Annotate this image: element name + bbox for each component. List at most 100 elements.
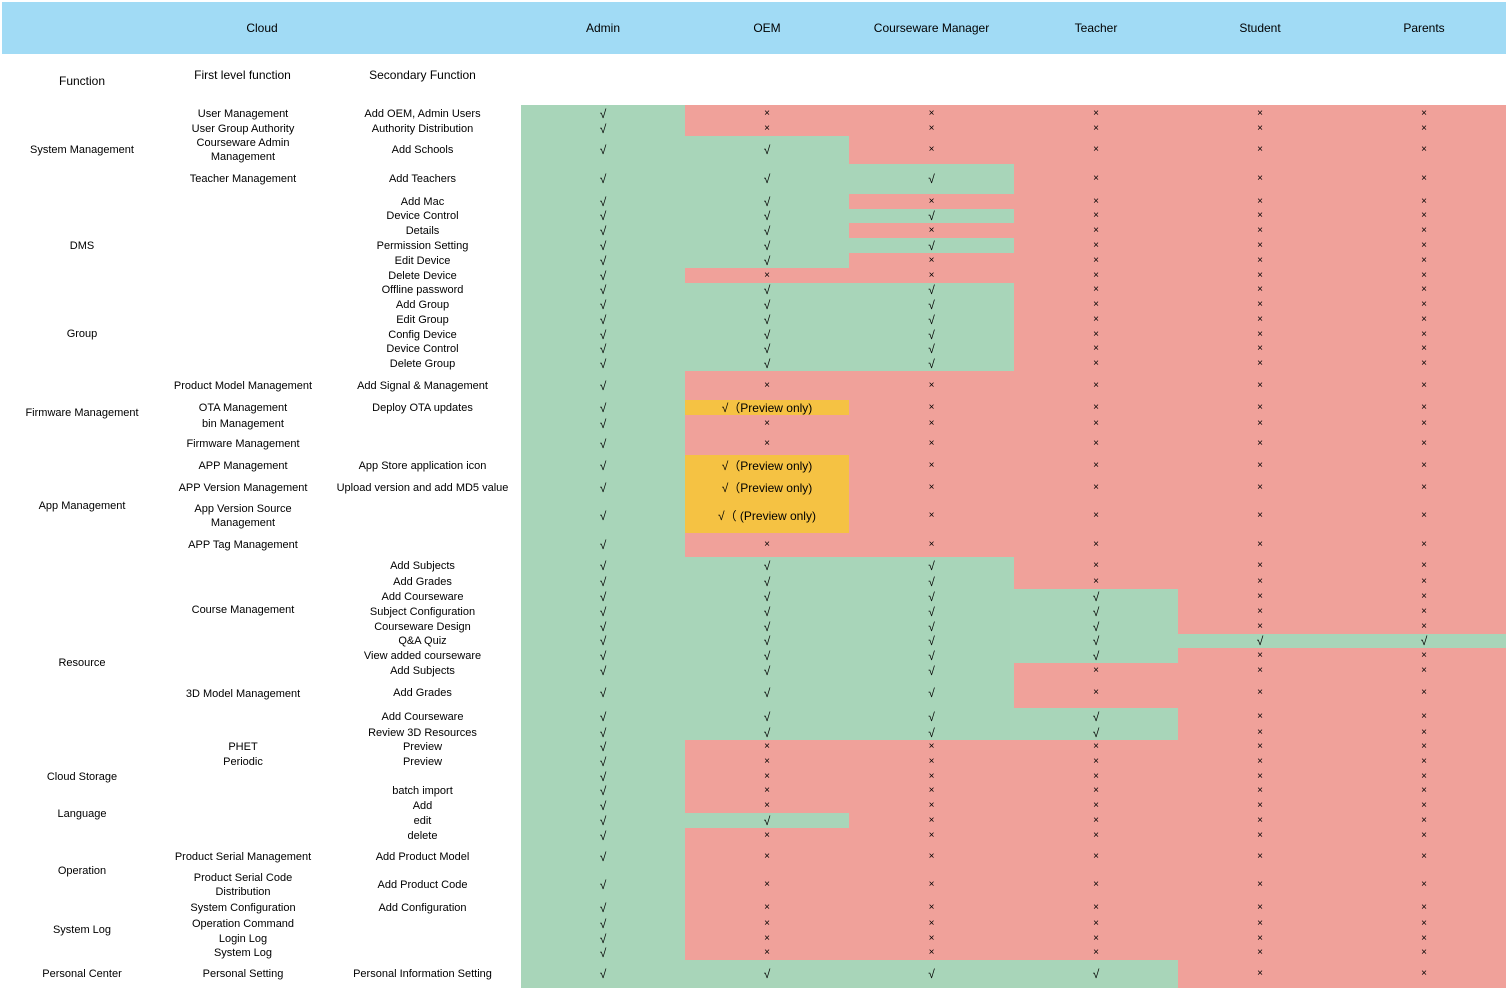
first-level-label: Product Serial Code Distribution — [193, 872, 293, 898]
permission-cell: × — [1178, 960, 1342, 988]
permission-cell: × — [1178, 557, 1342, 574]
permission-cell: × — [1342, 725, 1506, 740]
first-level-label: User Group Authority — [191, 123, 295, 135]
permission-cell: √ — [521, 136, 685, 164]
secondary-function-label: App Store application icon — [358, 460, 487, 472]
permission-cell: √ — [685, 663, 849, 678]
permission-cell: × — [1178, 415, 1342, 433]
first-level-label: Firmware Management — [186, 438, 300, 450]
category-label: DMS — [69, 239, 95, 252]
permission-cell: × — [1342, 828, 1506, 843]
permission-cell: √ — [521, 798, 685, 813]
permission-cell: × — [1342, 312, 1506, 327]
permission-cell: × — [1178, 725, 1342, 740]
permission-cell: × — [1014, 415, 1178, 433]
permission-cell: × — [1342, 342, 1506, 356]
permission-cell: × — [685, 916, 849, 931]
secondary-function-label: Personal Information Setting — [353, 968, 492, 980]
permission-cell: √ — [685, 312, 849, 327]
secondary-function-label: Subject Configuration — [369, 605, 476, 618]
permission-cell: × — [1178, 769, 1342, 784]
permission-cell: × — [1342, 740, 1506, 754]
permission-cell: × — [1342, 477, 1506, 499]
permission-cell: × — [849, 105, 1014, 122]
permission-cell: √ — [685, 708, 849, 725]
permission-cell: × — [685, 931, 849, 946]
secondary-function-label: Add Teachers — [388, 173, 457, 185]
permission-cell: × — [1178, 194, 1342, 209]
permission-cell: × — [1178, 312, 1342, 327]
permission-cell: √ — [685, 648, 849, 663]
permission-cell: × — [1014, 740, 1178, 754]
permission-cell: × — [849, 415, 1014, 433]
secondary-function-label: Add Grades — [393, 575, 452, 588]
permission-cell: √ — [685, 238, 849, 253]
permission-cell: × — [1178, 648, 1342, 663]
permission-cell: × — [1014, 371, 1178, 400]
permission-cell: √ — [1014, 725, 1178, 740]
category-label: Resource — [58, 657, 106, 669]
permission-cell: √ — [849, 327, 1014, 342]
permission-cell: × — [1014, 238, 1178, 253]
permission-cell: √ — [521, 356, 685, 371]
permission-cell: √ — [685, 678, 849, 708]
permission-cell: × — [1178, 356, 1342, 371]
permission-cell: √ — [685, 194, 849, 209]
permission-cell: × — [1178, 813, 1342, 828]
permission-cell: × — [849, 946, 1014, 960]
permission-cell: √（Preview only) — [685, 455, 849, 477]
permission-cell: √ — [685, 725, 849, 740]
permission-cell: × — [685, 740, 849, 754]
secondary-function-label: Add Group — [395, 298, 450, 311]
permission-cell: √ — [521, 223, 685, 238]
permission-cell: × — [1014, 663, 1178, 678]
permission-cell: √ — [521, 916, 685, 931]
category-label: Firmware Management — [25, 407, 139, 419]
permission-cell: × — [1178, 297, 1342, 312]
permission-cell: √ — [521, 725, 685, 740]
permission-cell: √ — [849, 725, 1014, 740]
permission-cell: × — [685, 754, 849, 769]
permission-cell: √ — [521, 648, 685, 663]
permission-cell: √ — [521, 813, 685, 828]
permission-cell: × — [685, 798, 849, 813]
permission-cell: √ — [1014, 619, 1178, 634]
permission-cell: × — [1014, 223, 1178, 238]
permission-cell: √ — [685, 574, 849, 589]
permission-cell: √ — [521, 574, 685, 589]
permission-cell: × — [1014, 916, 1178, 931]
secondary-function-label: Add Subjects — [390, 664, 455, 677]
permission-cell: √ — [849, 342, 1014, 356]
permission-cell: × — [1178, 400, 1342, 415]
secondary-function-label: Edit Group — [396, 313, 449, 326]
permission-cell: × — [1014, 342, 1178, 356]
permission-cell: √ — [685, 283, 849, 297]
permission-cell: × — [685, 946, 849, 960]
permission-cell: × — [1178, 122, 1342, 136]
permission-cell: × — [1342, 122, 1506, 136]
permission-cell: √ — [521, 960, 685, 988]
header-band — [2, 2, 1506, 54]
permission-cell: × — [1014, 283, 1178, 297]
permission-cell: √ — [521, 754, 685, 769]
first-level-label: Teacher Management — [189, 173, 297, 185]
header-role-parents: Parents — [1403, 21, 1445, 35]
permission-cell: √ — [521, 312, 685, 327]
permission-cell: √ — [849, 604, 1014, 619]
permission-cell: × — [685, 784, 849, 798]
permission-cell: × — [1014, 400, 1178, 415]
permission-cell: √ — [521, 828, 685, 843]
permission-cell: × — [849, 798, 1014, 813]
secondary-function-label: View added courseware — [363, 649, 482, 662]
permission-cell: √ — [521, 164, 685, 194]
permission-cell: √（ (Preview only) — [685, 499, 849, 533]
permission-cell: × — [1178, 477, 1342, 499]
first-level-label: APP Management — [198, 460, 288, 472]
permission-cell: × — [1342, 499, 1506, 533]
permission-cell: × — [1178, 238, 1342, 253]
permission-cell: √ — [521, 400, 685, 415]
permission-cell: √ — [521, 371, 685, 400]
permission-cell: √ — [521, 634, 685, 648]
permission-cell: × — [1342, 754, 1506, 769]
permission-cell: × — [1014, 678, 1178, 708]
